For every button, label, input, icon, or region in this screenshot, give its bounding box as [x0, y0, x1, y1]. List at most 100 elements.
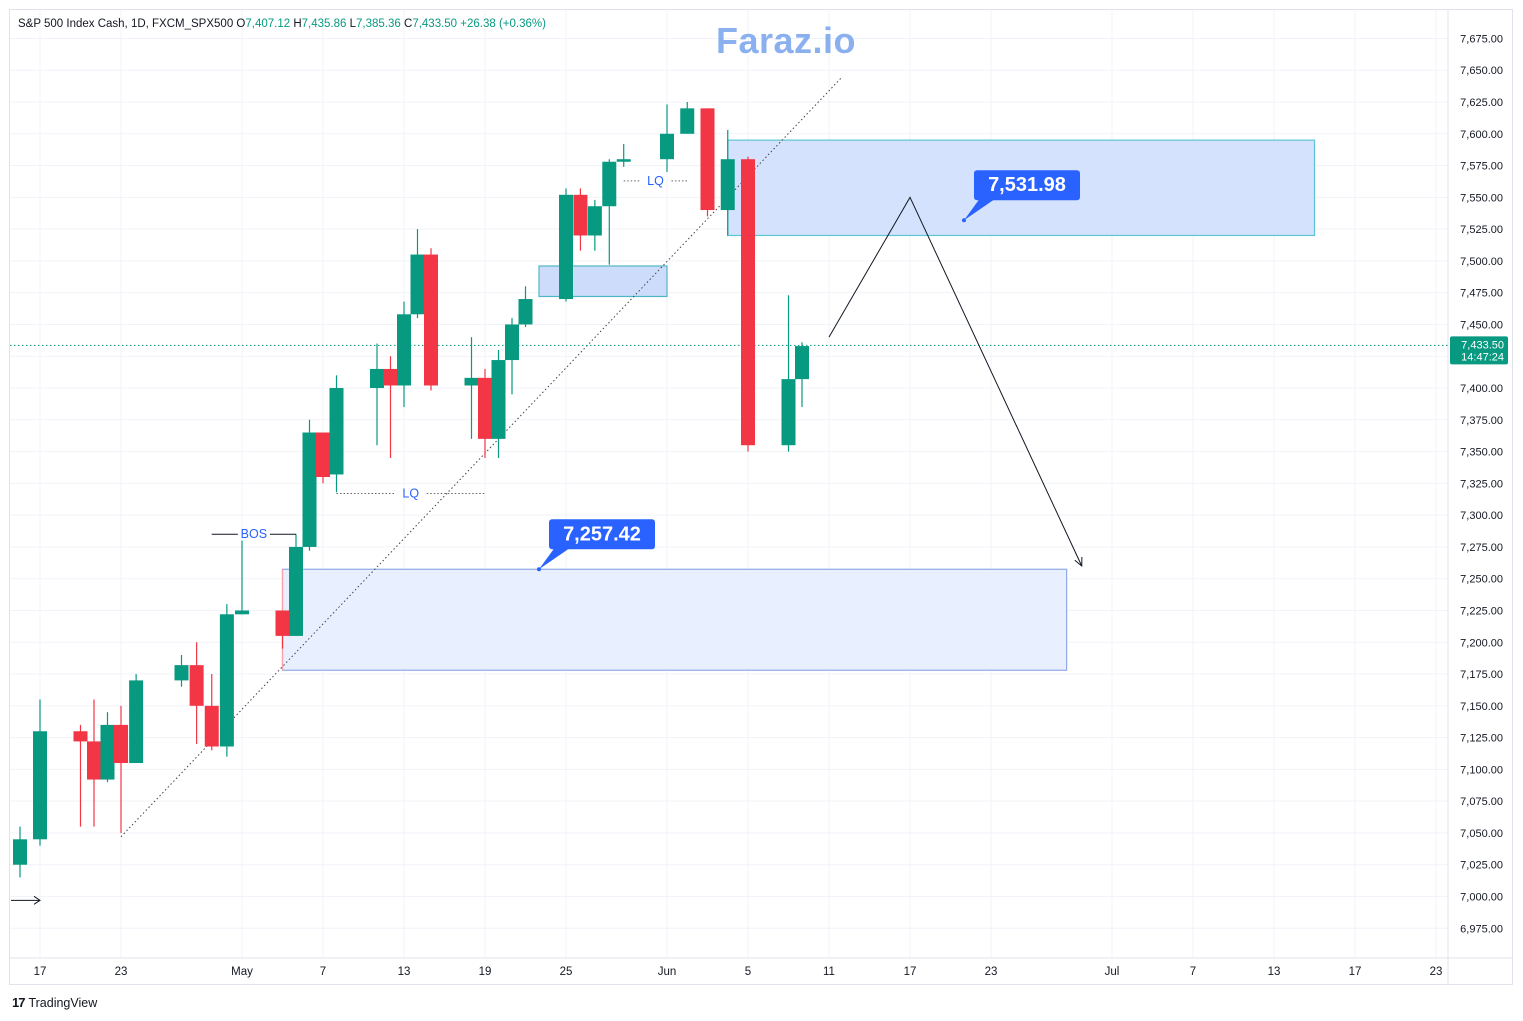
candle[interactable] [316, 432, 330, 484]
candle-body [781, 379, 796, 446]
x-tick-label: 7 [1190, 966, 1196, 978]
x-tick-label: May [231, 966, 253, 978]
candle[interactable] [129, 674, 144, 764]
candle[interactable] [235, 540, 249, 615]
high-value: 7,435.86 [301, 18, 347, 30]
x-tick-label: 7 [320, 966, 326, 978]
candle[interactable] [33, 699, 47, 846]
candle-body [587, 206, 602, 236]
candle[interactable] [219, 604, 234, 757]
price-callout[interactable]: 7,257.42 [537, 519, 655, 572]
tradingview-logo-icon: 17 [12, 995, 26, 1010]
candle[interactable] [559, 188, 573, 302]
candle[interactable] [189, 642, 204, 744]
footer-brand: TradingView [28, 995, 98, 1010]
x-tick-label: Jun [658, 966, 677, 978]
candle[interactable] [73, 724, 88, 827]
callout-anchor [537, 567, 541, 572]
annotation-label: LQ [402, 487, 419, 501]
candle[interactable] [491, 349, 506, 458]
candle[interactable] [114, 705, 128, 833]
candle[interactable] [370, 343, 384, 446]
x-tick-label: 11 [823, 966, 835, 978]
y-tick-label: 7,125.00 [1460, 733, 1503, 745]
candle[interactable] [781, 295, 796, 452]
high-label: H [293, 18, 302, 30]
projection-path[interactable] [828, 196, 1083, 567]
callout-anchor [962, 218, 966, 223]
candle-body [397, 314, 411, 386]
candle-body [559, 194, 573, 300]
candle[interactable] [573, 188, 588, 251]
price-callout[interactable]: 7,531.98 [962, 170, 1080, 223]
annotation-lq[interactable]: LQ [336, 487, 486, 501]
y-tick-label: 7,000.00 [1460, 892, 1503, 904]
candle-body [204, 705, 219, 747]
candle[interactable] [518, 286, 533, 328]
callout-text: 7,531.98 [988, 174, 1066, 196]
candle-body [302, 432, 317, 547]
candle[interactable] [700, 108, 715, 217]
y-tick-label: 7,325.00 [1460, 478, 1503, 490]
candle[interactable] [680, 102, 695, 134]
candle[interactable] [616, 143, 631, 167]
candle-body [289, 546, 303, 636]
candle[interactable] [383, 356, 398, 458]
candle[interactable] [464, 337, 479, 439]
candle[interactable] [275, 610, 290, 649]
candle[interactable] [505, 318, 519, 395]
candle-body [316, 432, 330, 478]
candle-body [680, 108, 695, 134]
y-tick-label: 6,975.00 [1460, 923, 1503, 935]
x-tick-label: 17 [34, 966, 47, 978]
annotation-bos[interactable]: BOS [211, 527, 296, 541]
candle[interactable] [741, 156, 755, 452]
y-tick-label: 7,150.00 [1460, 701, 1503, 713]
candle-body [478, 377, 492, 439]
open-value: 7,407.12 [245, 18, 291, 30]
candle-body [87, 741, 101, 780]
candle[interactable] [289, 534, 303, 636]
annotation-lq[interactable]: LQ [623, 174, 688, 188]
candle[interactable] [795, 342, 809, 408]
candle-body [383, 368, 398, 386]
candle-body [464, 377, 479, 386]
candle[interactable] [87, 699, 101, 827]
x-tick-label: 23 [1430, 966, 1443, 978]
candle[interactable] [410, 229, 425, 319]
candle[interactable] [174, 654, 189, 687]
candles [13, 102, 809, 878]
y-tick-label: 7,375.00 [1460, 415, 1503, 427]
candle[interactable] [478, 368, 492, 458]
candle-body [275, 610, 290, 636]
x-tick-label: 17 [904, 966, 917, 978]
candle-body [616, 159, 631, 162]
footer[interactable]: 17 TradingView [12, 995, 97, 1010]
candle[interactable] [660, 104, 674, 172]
x-tick-label: 13 [1268, 966, 1281, 978]
candle[interactable] [587, 199, 602, 251]
y-tick-label: 7,025.00 [1460, 860, 1503, 872]
y-tick-label: 7,550.00 [1460, 192, 1503, 204]
candle[interactable] [397, 301, 411, 408]
callout-box [549, 519, 655, 550]
candle[interactable] [720, 129, 735, 236]
candle[interactable] [302, 419, 317, 551]
demand-zone[interactable] [281, 568, 1068, 671]
close-value: 7,433.50 [412, 18, 458, 30]
candle[interactable] [329, 375, 344, 493]
small-zone[interactable] [538, 265, 668, 298]
candle[interactable] [424, 248, 438, 391]
candle-body [741, 159, 755, 446]
current-price-text: 7,433.50 [1461, 339, 1504, 351]
candle[interactable] [602, 159, 617, 265]
watermark: Faraz.io [716, 20, 857, 61]
change-value: +26.38 (+0.36%) [460, 18, 546, 30]
candle[interactable] [204, 674, 219, 751]
candle-body [518, 299, 533, 325]
candle[interactable] [100, 712, 115, 783]
candle[interactable] [13, 826, 27, 878]
x-tick-label: 23 [115, 966, 128, 978]
